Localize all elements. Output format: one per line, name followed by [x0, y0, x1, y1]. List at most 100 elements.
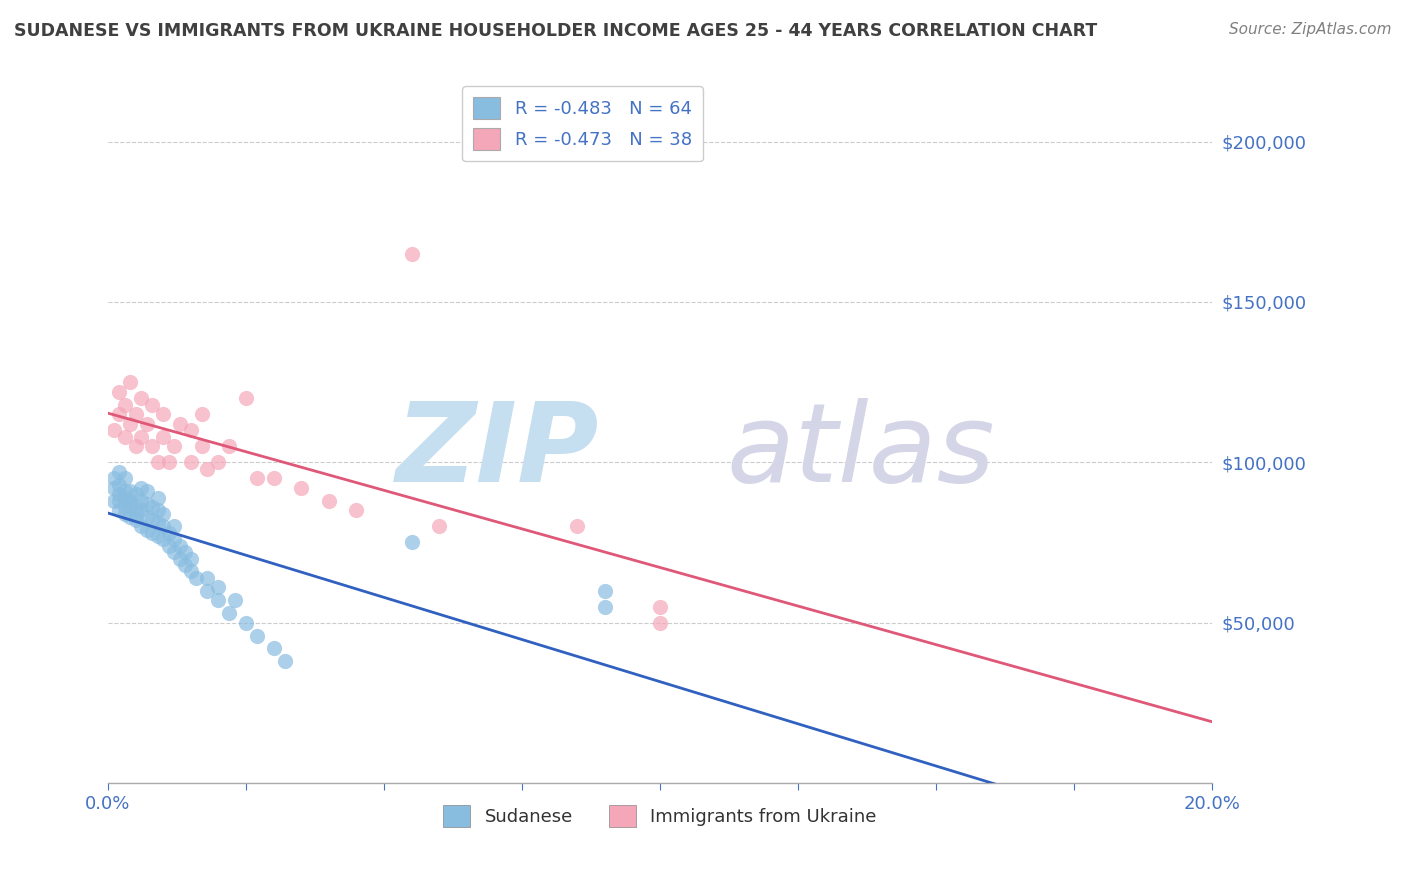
Point [163, 519, 186, 533]
Point [141, 500, 163, 515]
Point [152, 430, 174, 444]
Point [246, 628, 269, 642]
Text: SUDANESE VS IMMIGRANTS FROM UKRAINE HOUSEHOLDER INCOME AGES 25 - 44 YEARS CORREL: SUDANESE VS IMMIGRANTS FROM UKRAINE HOUS… [14, 22, 1097, 40]
Point [191, 439, 214, 453]
Point [648, 615, 671, 630]
Point [565, 519, 588, 533]
Point [114, 507, 136, 521]
Point [108, 384, 131, 399]
Point [108, 487, 131, 501]
Text: Source: ZipAtlas.com: Source: ZipAtlas.com [1229, 22, 1392, 37]
Point [114, 491, 136, 505]
Point [263, 641, 285, 656]
Point [129, 503, 152, 517]
Point [114, 471, 136, 485]
Point [124, 513, 146, 527]
Point [141, 513, 163, 527]
Legend: Sudanese, Immigrants from Ukraine: Sudanese, Immigrants from Ukraine [436, 797, 884, 834]
Point [180, 423, 202, 437]
Point [152, 533, 174, 547]
Point [114, 484, 136, 499]
Point [103, 471, 125, 485]
Point [207, 593, 229, 607]
Text: atlas: atlas [725, 398, 994, 505]
Point [129, 493, 152, 508]
Point [235, 391, 257, 405]
Point [135, 523, 157, 537]
Point [108, 477, 131, 491]
Point [124, 407, 146, 421]
Point [207, 581, 229, 595]
Point [108, 503, 131, 517]
Point [157, 455, 180, 469]
Point [401, 535, 423, 549]
Point [174, 558, 197, 572]
Point [195, 583, 218, 598]
Point [135, 509, 157, 524]
Point [157, 525, 180, 540]
Point [344, 503, 367, 517]
Point [195, 571, 218, 585]
Point [163, 439, 186, 453]
Point [120, 493, 142, 508]
Point [129, 481, 152, 495]
Point [124, 500, 146, 515]
Point [180, 551, 202, 566]
Point [146, 503, 169, 517]
Point [246, 471, 269, 485]
Point [169, 551, 191, 566]
Point [218, 606, 240, 620]
Point [186, 571, 208, 585]
Point [235, 615, 257, 630]
Point [318, 493, 340, 508]
Point [120, 484, 142, 499]
Point [129, 430, 152, 444]
Point [401, 247, 423, 261]
Point [593, 583, 616, 598]
Point [152, 507, 174, 521]
Point [135, 417, 157, 431]
Point [120, 417, 142, 431]
Point [129, 391, 152, 405]
Point [114, 500, 136, 515]
Point [593, 599, 616, 614]
Point [163, 533, 186, 547]
Point [207, 455, 229, 469]
Point [114, 398, 136, 412]
Point [195, 461, 218, 475]
Point [124, 507, 146, 521]
Point [146, 529, 169, 543]
Point [108, 493, 131, 508]
Point [103, 423, 125, 437]
Point [124, 439, 146, 453]
Point [129, 519, 152, 533]
Point [141, 398, 163, 412]
Point [174, 545, 197, 559]
Point [263, 471, 285, 485]
Point [103, 493, 125, 508]
Point [218, 439, 240, 453]
Point [135, 497, 157, 511]
Point [103, 481, 125, 495]
Point [146, 491, 169, 505]
Point [180, 565, 202, 579]
Point [191, 407, 214, 421]
Point [108, 407, 131, 421]
Point [224, 593, 246, 607]
Point [146, 516, 169, 531]
Point [108, 465, 131, 479]
Point [135, 484, 157, 499]
Point [120, 375, 142, 389]
Point [114, 430, 136, 444]
Point [163, 545, 186, 559]
Point [120, 509, 142, 524]
Point [146, 455, 169, 469]
Point [157, 539, 180, 553]
Point [124, 487, 146, 501]
Point [152, 519, 174, 533]
Point [290, 481, 312, 495]
Text: ZIP: ZIP [395, 398, 599, 505]
Point [141, 525, 163, 540]
Point [169, 417, 191, 431]
Point [273, 654, 295, 668]
